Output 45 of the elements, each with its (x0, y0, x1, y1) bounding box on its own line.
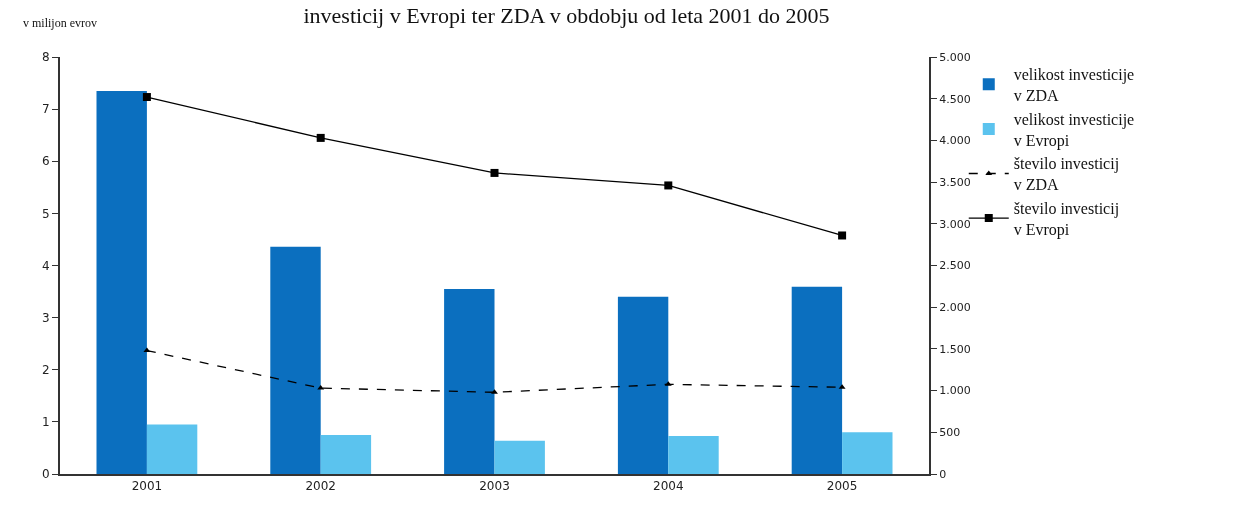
bar (146, 424, 198, 474)
y-tick-label: 3 (41, 310, 50, 325)
y2-tick-label: 1.500 (939, 342, 971, 356)
point (664, 181, 673, 190)
point (838, 231, 847, 240)
y-tick-label: 4 (41, 258, 50, 273)
y-axis-title: v milijon evrov (23, 16, 97, 30)
chart-title: investicij v Evropi ter ZDA v obdobju od leta 2001 do 2005 (303, 2, 830, 28)
bar (791, 286, 843, 474)
bar (842, 432, 893, 474)
point (491, 389, 498, 394)
y2-tick-label: 3.500 (939, 175, 971, 189)
y-tick-label: 0 (41, 467, 50, 482)
y-tick-label: 1 (41, 415, 50, 430)
bar (668, 435, 719, 474)
bar (320, 434, 372, 474)
legend-label: število investicij v Evropi (1013, 199, 1120, 239)
y-tick-label: 5 (41, 206, 50, 221)
bar (270, 246, 321, 474)
y2-tick-label: 3.000 (939, 217, 971, 231)
x-tick-label: 2005 (826, 479, 858, 494)
y2-tick-label: 500 (939, 426, 961, 440)
x-tick-label: 2004 (653, 479, 684, 494)
y-tick-label: 6 (41, 154, 50, 169)
y2-tick-label: 4.500 (939, 92, 971, 106)
x-tick-label: 2002 (305, 479, 336, 494)
y2-tick-label: 1.000 (939, 384, 971, 398)
y-tick-label: 2 (41, 362, 50, 377)
point (142, 93, 151, 102)
y2-tick-label: 2.500 (939, 259, 971, 273)
y-tick-label: 7 (41, 102, 50, 117)
x-tick-label: 2001 (131, 479, 163, 494)
x-tick-label: 2003 (479, 479, 510, 494)
point (143, 347, 151, 353)
y2-tick-label: 4.000 (939, 134, 971, 148)
bar (444, 288, 495, 474)
bar (96, 90, 147, 474)
y-tick-label: 8 (41, 50, 50, 65)
y2-tick-label: 5.000 (939, 50, 971, 64)
point (490, 168, 499, 177)
bar (617, 296, 669, 474)
y2-tick-label: 2.000 (939, 301, 971, 315)
point (316, 133, 325, 142)
y2-tick-label: 0 (939, 467, 947, 481)
bar (494, 440, 545, 474)
